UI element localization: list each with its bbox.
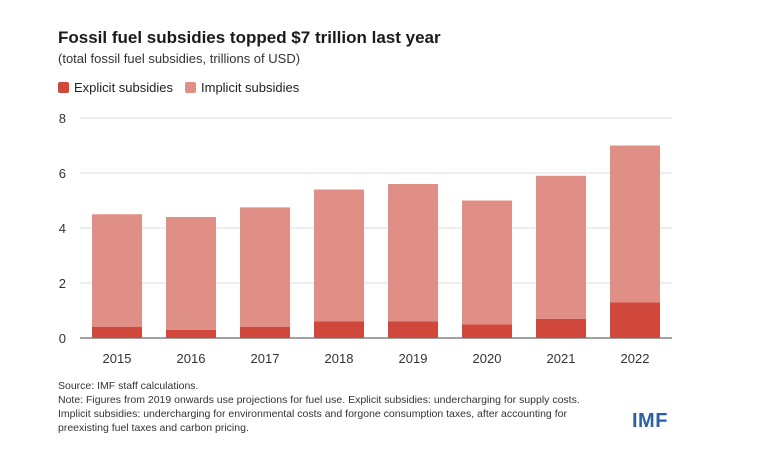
legend-label-implicit: Implicit subsidies bbox=[201, 80, 300, 95]
x-tick-label: 2018 bbox=[325, 351, 354, 366]
x-tick-label: 2017 bbox=[251, 351, 280, 366]
x-tick-label: 2021 bbox=[547, 351, 576, 366]
legend-item-explicit: Explicit subsidies bbox=[58, 80, 173, 95]
chart-title: Fossil fuel subsidies topped $7 trillion… bbox=[58, 28, 441, 47]
imf-logo: IMF bbox=[632, 410, 668, 432]
bar-explicit bbox=[388, 321, 438, 338]
bar-implicit bbox=[536, 175, 586, 319]
source-note: Source: IMF staff calculations. bbox=[58, 380, 199, 392]
bar-explicit bbox=[462, 324, 512, 338]
bar-implicit bbox=[610, 145, 660, 303]
bar-implicit bbox=[166, 217, 216, 330]
note-line-3: preexisting fuel taxes and carbon pricin… bbox=[58, 422, 249, 434]
legend-label-explicit: Explicit subsidies bbox=[74, 80, 173, 95]
bar-implicit bbox=[92, 214, 142, 327]
bar-explicit bbox=[610, 302, 660, 338]
legend-item-implicit: Implicit subsidies bbox=[185, 80, 299, 95]
x-tick-label: 2015 bbox=[103, 351, 132, 366]
bar-explicit bbox=[536, 318, 586, 338]
x-tick-label: 2022 bbox=[621, 351, 650, 366]
note-line-2: Implicit subsidies: undercharging for en… bbox=[58, 408, 567, 420]
bar-implicit bbox=[314, 189, 364, 322]
x-tick-label: 2020 bbox=[473, 351, 502, 366]
y-tick-label: 2 bbox=[59, 276, 66, 291]
y-tick-label: 8 bbox=[59, 111, 66, 126]
legend-swatch-implicit bbox=[185, 82, 196, 93]
bar-explicit bbox=[240, 327, 290, 338]
bar-explicit bbox=[314, 321, 364, 338]
x-tick-label: 2016 bbox=[177, 351, 206, 366]
y-tick-label: 6 bbox=[59, 166, 66, 181]
chart-subtitle: (total fossil fuel subsidies, trillions … bbox=[58, 51, 301, 66]
bar-implicit bbox=[240, 207, 290, 327]
legend: Explicit subsidies Implicit subsidies bbox=[58, 80, 311, 95]
bar-explicit bbox=[166, 329, 216, 338]
bar-implicit bbox=[462, 200, 512, 325]
note-line-1: Note: Figures from 2019 onwards use proj… bbox=[58, 394, 580, 406]
legend-swatch-explicit bbox=[58, 82, 69, 93]
x-tick-label: 2019 bbox=[399, 351, 428, 366]
y-tick-label: 0 bbox=[59, 331, 66, 346]
y-tick-label: 4 bbox=[59, 221, 66, 236]
bar-explicit bbox=[92, 327, 142, 338]
bar-implicit bbox=[388, 184, 438, 322]
